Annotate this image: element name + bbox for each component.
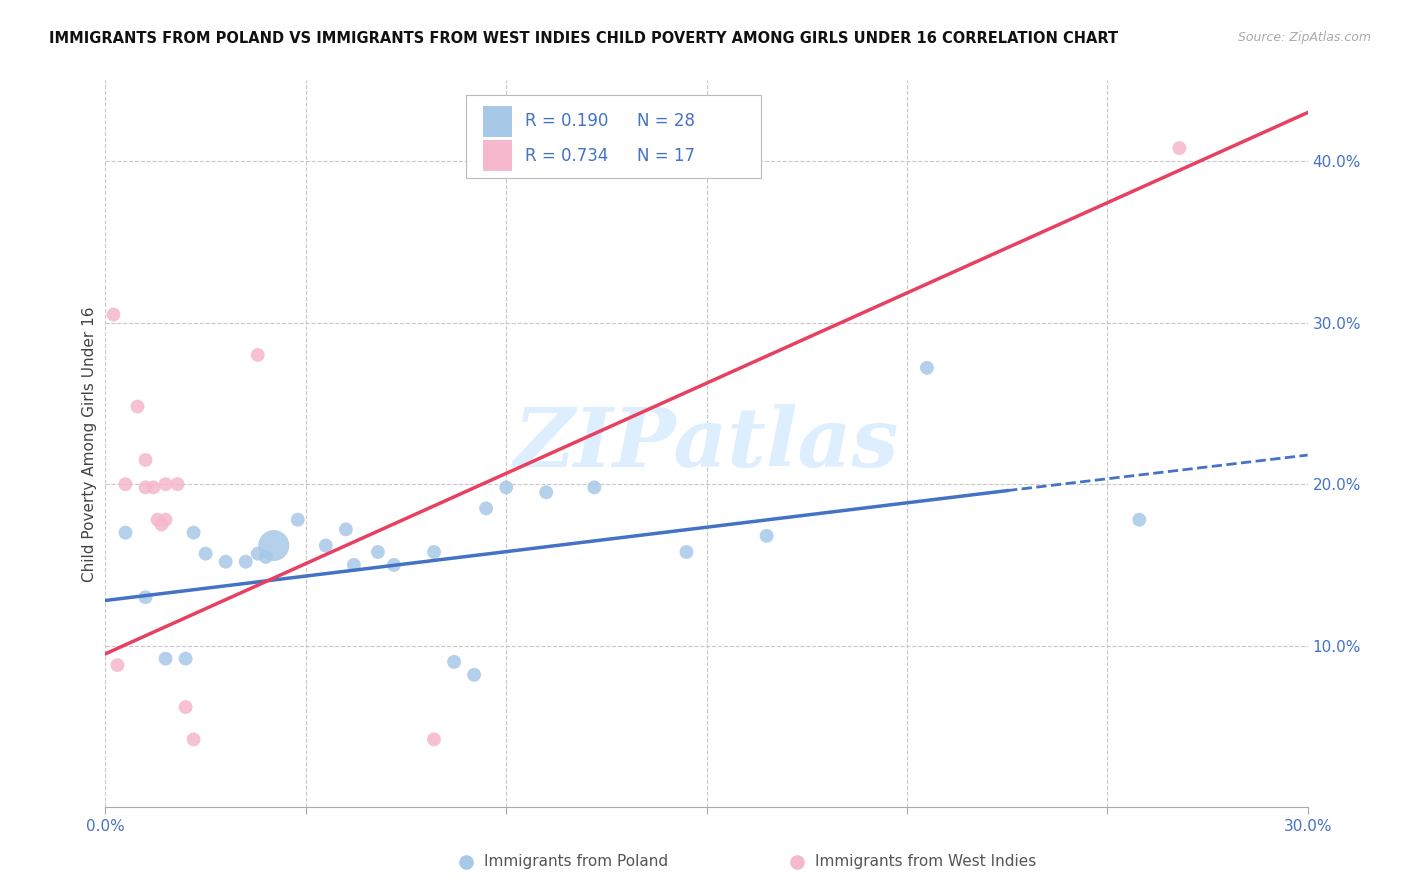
Point xyxy=(235,555,257,569)
Point xyxy=(423,545,446,559)
Point xyxy=(183,732,205,747)
FancyBboxPatch shape xyxy=(465,95,761,178)
Text: R = 0.190: R = 0.190 xyxy=(524,112,609,130)
Point xyxy=(287,513,309,527)
Point xyxy=(155,651,177,665)
Text: N = 17: N = 17 xyxy=(637,146,695,165)
Point xyxy=(155,477,177,491)
Text: Immigrants from Poland: Immigrants from Poland xyxy=(484,855,668,870)
Point xyxy=(463,667,485,681)
Text: IMMIGRANTS FROM POLAND VS IMMIGRANTS FROM WEST INDIES CHILD POVERTY AMONG GIRLS : IMMIGRANTS FROM POLAND VS IMMIGRANTS FRO… xyxy=(49,31,1118,46)
Point xyxy=(103,308,125,322)
Point xyxy=(166,477,188,491)
Point xyxy=(174,700,197,714)
Point xyxy=(475,501,498,516)
Point xyxy=(155,513,177,527)
Point xyxy=(194,547,217,561)
Text: ZIPatlas: ZIPatlas xyxy=(513,404,900,483)
Point xyxy=(423,732,446,747)
Point xyxy=(1128,513,1150,527)
Point xyxy=(146,513,169,527)
Point xyxy=(254,549,277,564)
Point xyxy=(135,591,157,605)
Text: N = 28: N = 28 xyxy=(637,112,695,130)
Point xyxy=(534,485,557,500)
Point xyxy=(127,400,149,414)
Text: R = 0.734: R = 0.734 xyxy=(524,146,609,165)
Point xyxy=(382,558,405,572)
Point xyxy=(315,539,337,553)
Point xyxy=(367,545,389,559)
Point xyxy=(343,558,366,572)
Point xyxy=(495,480,517,494)
FancyBboxPatch shape xyxy=(482,106,512,136)
Point xyxy=(174,651,197,665)
Text: Immigrants from West Indies: Immigrants from West Indies xyxy=(814,855,1036,870)
Text: Source: ZipAtlas.com: Source: ZipAtlas.com xyxy=(1237,31,1371,45)
Point xyxy=(263,539,285,553)
Y-axis label: Child Poverty Among Girls Under 16: Child Poverty Among Girls Under 16 xyxy=(82,306,97,582)
Point xyxy=(1168,141,1191,155)
FancyBboxPatch shape xyxy=(482,140,512,171)
Point xyxy=(915,360,938,375)
Point xyxy=(675,545,697,559)
Point xyxy=(150,517,173,532)
Point xyxy=(246,348,269,362)
Point xyxy=(114,525,136,540)
Point xyxy=(755,529,778,543)
Point xyxy=(443,655,465,669)
Point xyxy=(107,658,129,673)
Point xyxy=(135,453,157,467)
Point xyxy=(214,555,236,569)
Point xyxy=(583,480,606,494)
Point xyxy=(246,547,269,561)
Point xyxy=(183,525,205,540)
Point xyxy=(335,522,357,536)
Point xyxy=(142,480,165,494)
Point xyxy=(114,477,136,491)
Point xyxy=(135,480,157,494)
